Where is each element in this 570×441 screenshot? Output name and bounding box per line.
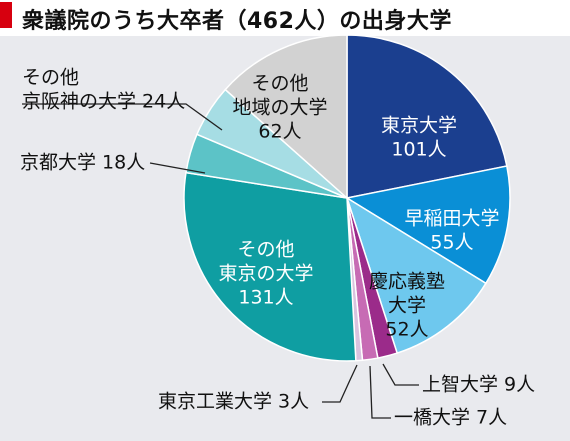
leader-line-other-keihanshin-univ (22, 103, 223, 131)
pie-slice-waseda-univ (344, 165, 511, 285)
slice-label-other-region-univ: その他地域の大学 62人 (232, 73, 327, 143)
leader-line-sophia-univ (382, 363, 419, 386)
slice-label-tokyo-univ: 東京大学 101人 (381, 115, 457, 161)
chart-title: 衆議院のうち大卒者（462人）の出身大学 (22, 9, 452, 34)
slice-label-keio-univ: 慶応義塾大学 52人 (369, 271, 445, 341)
slice-label-hitotsubashi-univ: 一橋大学 7人 (394, 407, 507, 429)
leader-line-tokyo-tech (322, 364, 358, 403)
pie-slice-tokyo-univ (346, 34, 508, 199)
slice-label-sophia-univ: 上智大学 9人 (422, 374, 535, 396)
slice-label-other-keihanshin-univ: その他京阪神の大学 24人 (22, 67, 185, 113)
leader-line-hitotsubashi-univ (369, 365, 391, 419)
pie-slice-keio-univ (345, 196, 487, 355)
slice-label-kyoto-univ: 京都大学 18人 (20, 152, 145, 174)
title-bar: 衆議院のうち大卒者（462人）の出身大学 (0, 0, 570, 36)
leader-line-kyoto-univ (149, 162, 206, 174)
pie-slice-other-region-univ (224, 34, 348, 200)
slice-label-other-tokyo-univ: その他東京の大学 131人 (218, 239, 313, 309)
slice-label-tokyo-tech: 東京工業大学 3人 (158, 391, 309, 413)
slice-label-waseda-univ: 早稲田大学 55人 (404, 208, 499, 254)
pie-slice-other-tokyo-univ (183, 171, 357, 362)
title-marker (0, 2, 12, 28)
